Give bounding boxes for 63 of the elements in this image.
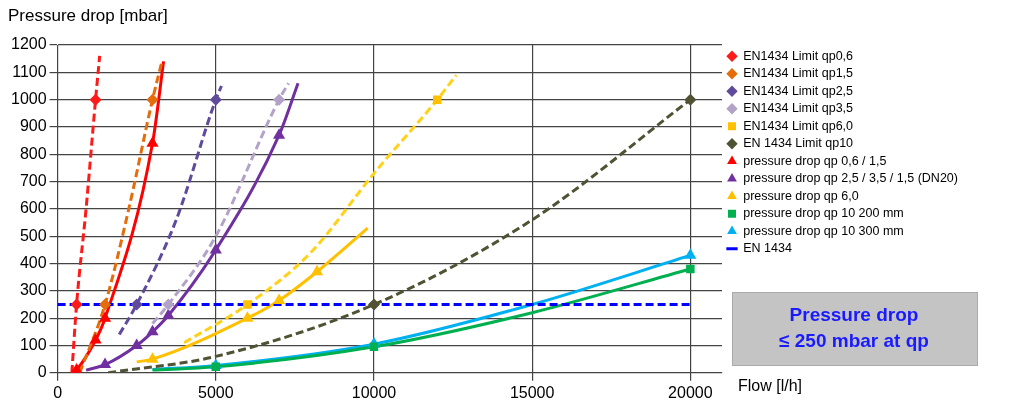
- y-tick-label: 900: [19, 117, 47, 135]
- y-tick-label: 600: [19, 199, 47, 217]
- point: [273, 293, 286, 304]
- point: [367, 298, 380, 311]
- legend-label: pressure drop qp 10 200 mm: [743, 206, 904, 221]
- legend-label: pressure drop qp 2,5 / 3,5 / 1,5 (DN20): [743, 171, 958, 186]
- y-tick-label: 200: [19, 308, 47, 326]
- legend-label: EN 1434 Limit qp10: [743, 136, 854, 151]
- legend-label: EN1434 Limit qp1,5: [743, 66, 854, 81]
- legend-label: pressure drop qp 6,0: [743, 188, 859, 203]
- point: [89, 333, 102, 344]
- legend-label: pressure drop qp 0,6 / 1,5: [743, 153, 887, 168]
- legend-label: EN1434 Limit qp6,0: [743, 118, 854, 133]
- point: [684, 93, 697, 106]
- point: [684, 248, 697, 259]
- y-axis-title: Pressure drop [mbar]: [8, 6, 168, 26]
- y-tick-label: 300: [19, 281, 47, 299]
- point: [89, 93, 102, 106]
- y-tick-label: 100: [19, 335, 47, 353]
- point: [130, 338, 143, 349]
- legend-label: pressure drop qp 10 300 mm: [743, 223, 904, 238]
- y-tick-label: 400: [19, 253, 47, 271]
- point: [99, 298, 112, 311]
- point: [310, 264, 324, 276]
- point: [98, 311, 112, 322]
- x-tick-label: 0: [53, 383, 63, 401]
- point: [146, 136, 159, 147]
- y-tick-label: 0: [37, 363, 47, 381]
- x-tick-label: 15000: [509, 383, 555, 401]
- point: [209, 93, 222, 106]
- y-tick-label: 500: [19, 226, 47, 244]
- y-tick-label: 1200: [11, 35, 47, 53]
- point: [146, 352, 159, 363]
- point: [146, 324, 159, 336]
- point: [70, 298, 83, 311]
- line-series: [84, 81, 300, 372]
- point: [433, 95, 442, 104]
- point: [209, 242, 222, 254]
- x-tick-label: 10000: [351, 383, 397, 401]
- point: [130, 298, 143, 311]
- legend-label: EN1434 Limit qp0,6: [743, 48, 854, 63]
- line-series: [135, 226, 370, 364]
- y-tick-label: 700: [19, 171, 47, 189]
- line-series: [182, 73, 458, 345]
- y-tick-label: 1000: [11, 90, 47, 108]
- point: [243, 300, 252, 309]
- y-tick-label: 800: [19, 144, 47, 162]
- point: [162, 308, 175, 319]
- line-series: [117, 84, 223, 337]
- point: [686, 264, 695, 274]
- y-tick-label: 1100: [12, 62, 47, 80]
- point: [98, 357, 112, 369]
- x-axis-title: Flow [l/h]: [738, 377, 803, 395]
- legend-label: EN1434 Limit qp3,5: [743, 101, 854, 116]
- point: [162, 298, 175, 311]
- point: [146, 93, 159, 106]
- x-tick-label: 20000: [668, 383, 713, 401]
- line-series: [70, 54, 102, 373]
- point: [273, 128, 286, 139]
- legend-label: EN 1434: [743, 241, 792, 256]
- legend-label: EN1434 Limit qp2,5: [743, 83, 854, 98]
- x-tick-label: 5000: [197, 383, 234, 401]
- point: [273, 93, 286, 106]
